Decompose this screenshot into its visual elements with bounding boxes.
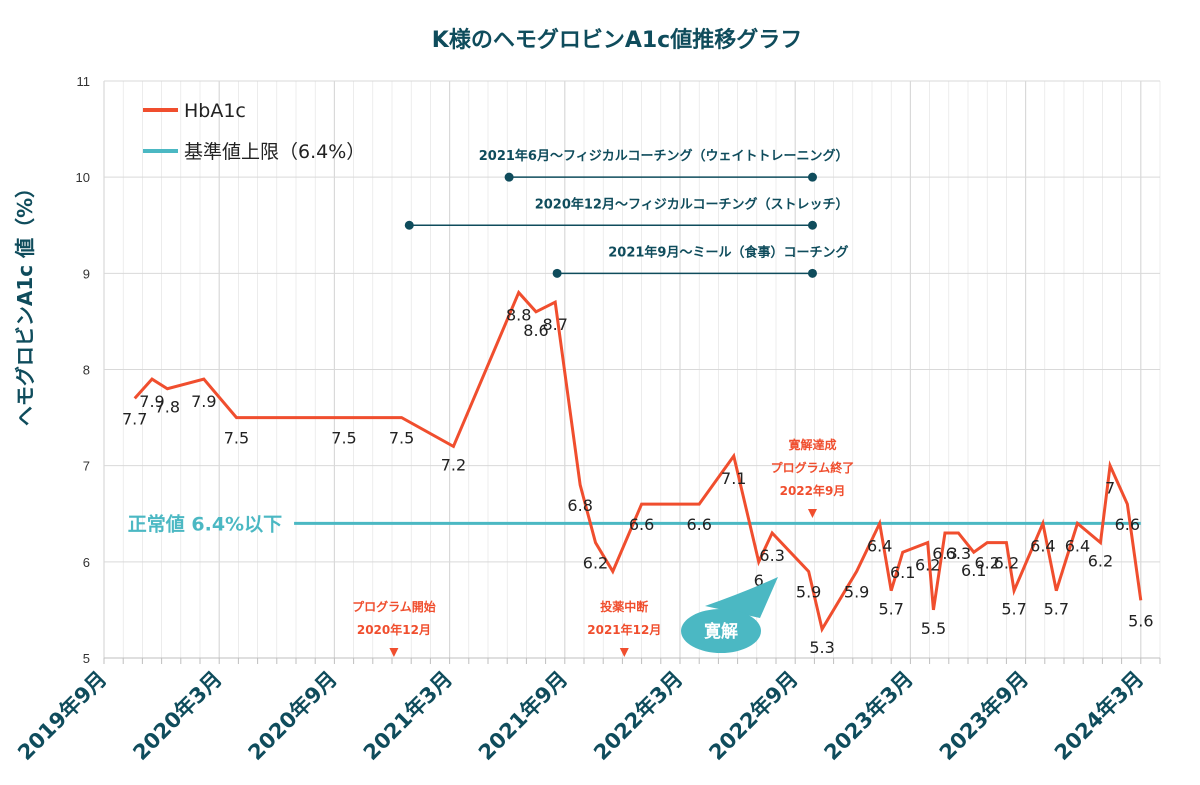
- y-tick-label: 11: [77, 74, 91, 89]
- event-label: プログラム開始: [352, 599, 436, 614]
- data-label: 6.6: [629, 515, 654, 534]
- x-tick-label: 2021年9月: [474, 667, 572, 765]
- y-axis-ticks: 5 6 7 8 9 10 11: [76, 74, 90, 666]
- data-label: 7.1: [721, 469, 746, 488]
- data-label: 7.5: [224, 429, 249, 448]
- data-label: 8.6: [523, 321, 548, 340]
- event-arrow: [389, 648, 399, 657]
- event-label: 2021年12月: [587, 622, 661, 637]
- interval-start-dot: [552, 268, 562, 278]
- x-tick-label: 2019年9月: [13, 667, 111, 765]
- event-label: プログラム終了: [771, 460, 855, 475]
- data-label: 6.2: [915, 556, 940, 575]
- data-label: 7.7: [122, 409, 147, 428]
- x-tick-label: 2020年9月: [244, 667, 342, 765]
- event-arrow: [619, 648, 629, 657]
- chart-title: K様のヘモグロビンA1c値推移グラフ: [432, 27, 802, 53]
- y-tick-label: 9: [83, 266, 90, 281]
- interval-label: 2021年9月〜ミール（食事）コーチング: [608, 244, 848, 260]
- event-label: 寛解達成: [788, 437, 836, 452]
- data-label: 6.4: [1030, 536, 1055, 555]
- data-label: 5.7: [1001, 600, 1026, 619]
- event-arrow: [807, 509, 817, 518]
- remission-callout: 寛解: [681, 577, 778, 653]
- data-label: 6.2: [1088, 552, 1113, 571]
- event-label: 投薬中断: [600, 599, 648, 614]
- data-label: 8.7: [542, 315, 567, 334]
- data-label: 7.9: [139, 392, 164, 411]
- data-label: 5.7: [878, 600, 903, 619]
- callout-pointer: [705, 577, 778, 618]
- callout-bubble: [681, 609, 761, 653]
- callout-text: 寛解: [704, 621, 738, 642]
- interval-start-dot: [504, 172, 514, 182]
- data-label: 6.4: [1065, 536, 1090, 555]
- interval-label: 2021年6月〜フィジカルコーチング（ウェイトトレーニング）: [479, 148, 849, 164]
- x-tick-label: 2021年3月: [359, 667, 457, 765]
- x-axis: 2019年9月 2020年3月 2020年9月 2021年3月 2021年9月 2022年…: [13, 657, 1161, 765]
- y-tick-label: 5: [83, 651, 90, 666]
- coaching-intervals: 2021年6月〜フィジカルコーチング（ウェイトトレーニング） 2020年12月〜フ…: [404, 148, 849, 278]
- data-label: 5.9: [796, 582, 821, 601]
- legend: HbA1c 基準値上限（6.4%）: [143, 100, 365, 163]
- data-label: 6.3: [946, 544, 971, 563]
- data-label: 6: [754, 571, 764, 590]
- x-tick-label: 2022年9月: [704, 667, 802, 765]
- x-tick-label: 2020年3月: [128, 667, 226, 765]
- data-label: 7.2: [441, 455, 466, 474]
- data-label: 6.2: [583, 554, 608, 573]
- data-label: 6.2: [994, 554, 1019, 573]
- data-label: 5.7: [1044, 600, 1069, 619]
- data-label: 8.8: [506, 306, 531, 325]
- data-label: 6.2: [974, 554, 999, 573]
- data-label: 5.3: [809, 638, 834, 657]
- interval-label: 2020年12月〜フィジカルコーチング（ストレッチ）: [535, 196, 849, 212]
- data-label: 6.8: [567, 496, 592, 515]
- gridlines: [103, 80, 1161, 659]
- x-tick-label: 2022年3月: [589, 667, 687, 765]
- interval-end-dot: [807, 268, 817, 278]
- x-tick-label: 2023年3月: [820, 667, 918, 765]
- data-label: 6.6: [686, 515, 711, 534]
- interval-end-dot: [807, 220, 817, 230]
- hba1c-line: [133, 289, 1143, 634]
- data-label: 7: [1105, 479, 1115, 498]
- interval-start-dot: [404, 220, 414, 230]
- interval-end-dot: [807, 172, 817, 182]
- data-label: 6.1: [961, 561, 986, 580]
- data-label: 7.5: [389, 429, 414, 448]
- data-label: 5.5: [921, 619, 946, 638]
- data-label: 6.1: [890, 563, 915, 582]
- x-tick-label: 2023年9月: [935, 667, 1033, 765]
- legend-label-hba1c: HbA1c: [184, 100, 246, 122]
- data-labels: 7.77.97.8 7.97.5 7.5 7.57.28.88.68.76.86.26…: [122, 306, 1154, 658]
- data-label: 6.4: [867, 536, 892, 555]
- data-label: 7.9: [191, 392, 216, 411]
- event-label: 2020年12月: [357, 622, 431, 637]
- data-label: 6.6: [1115, 515, 1140, 534]
- data-label: 6.3: [759, 546, 784, 565]
- data-label: 6.3: [932, 544, 957, 563]
- y-tick-label: 10: [76, 170, 90, 185]
- y-tick-label: 6: [83, 555, 90, 570]
- y-tick-label: 7: [83, 459, 90, 474]
- data-label: 7.8: [155, 398, 180, 417]
- x-tick-label: 2024年3月: [1050, 667, 1148, 765]
- event-label: 2022年9月: [780, 483, 846, 498]
- data-label: 5.9: [844, 582, 869, 601]
- hba1c-series: [133, 289, 1143, 634]
- normal-range-label: 正常値 6.4%以下: [128, 512, 282, 535]
- legend-label-threshold: 基準値上限（6.4%）: [184, 141, 365, 163]
- threshold-line-group: 正常値 6.4%以下: [128, 512, 1141, 535]
- data-label: 7.5: [331, 429, 356, 448]
- y-axis-label: ヘモグロビンA1c 値（%）: [13, 178, 37, 426]
- y-tick-label: 8: [83, 363, 90, 378]
- data-label: 5.6: [1128, 611, 1153, 630]
